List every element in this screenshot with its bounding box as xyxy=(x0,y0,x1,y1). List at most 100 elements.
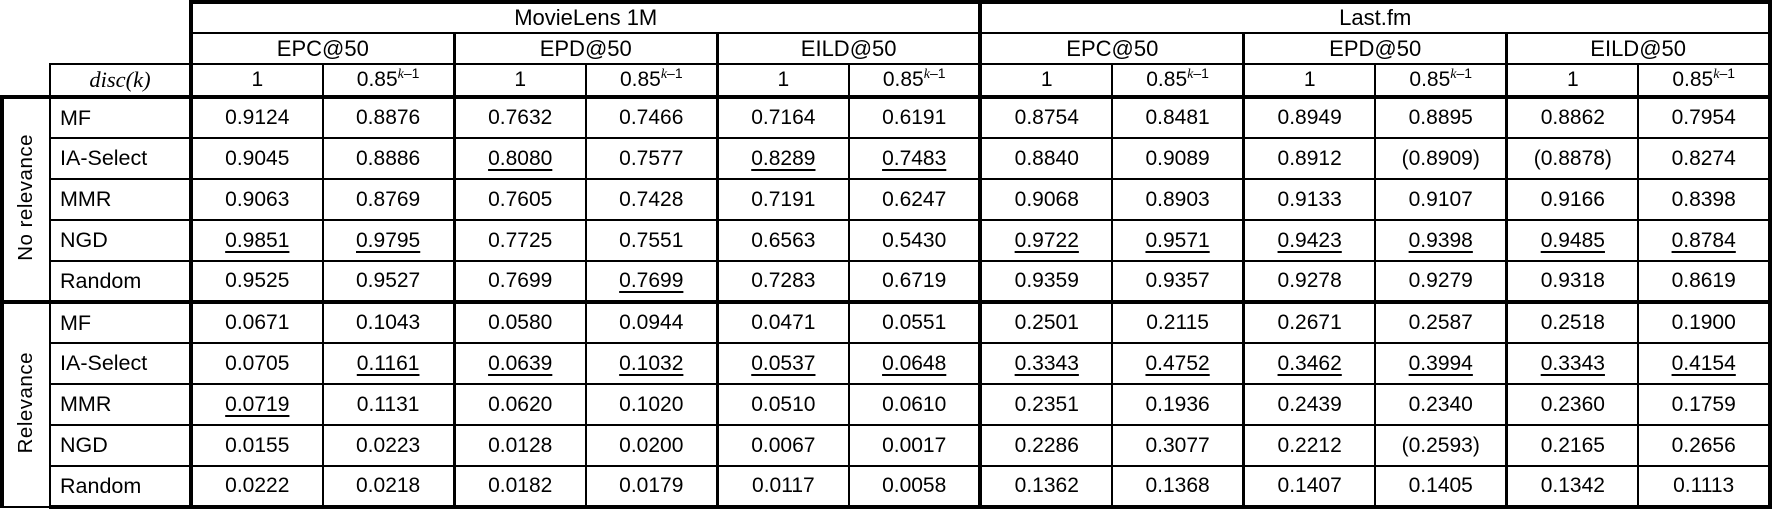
value-cell: 0.0222 xyxy=(189,465,324,509)
table-row: IA-Select 0.9045 0.8886 0.8080 0.7577 0.8289 0… xyxy=(2,137,1772,180)
value-cell: 0.8619 xyxy=(1637,260,1772,303)
value-cell: 0.0671 xyxy=(189,300,324,344)
value-cell: 0.1161 xyxy=(321,342,456,385)
value-cell: 0.0471 xyxy=(715,300,850,344)
value-cell: 0.9278 xyxy=(1242,260,1377,303)
group-label-relevance: Relevance xyxy=(0,300,51,508)
value-cell: (0.8909) xyxy=(1374,137,1508,180)
value-cell: 0.7428 xyxy=(584,178,719,221)
value-cell: 0.0218 xyxy=(321,465,456,509)
method-label: IA-Select xyxy=(49,137,192,180)
value-cell: 0.0117 xyxy=(715,465,850,509)
table-row: MMR 0.9063 0.8769 0.7605 0.7428 0.7191 0.6247 0… xyxy=(2,178,1772,221)
method-label: Random xyxy=(49,465,192,509)
value-cell: 0.1407 xyxy=(1242,465,1377,509)
value-cell: 0.1936 xyxy=(1111,383,1245,426)
value-cell: 0.9068 xyxy=(978,178,1114,221)
value-cell: 0.3462 xyxy=(1242,342,1377,385)
value-cell: 0.2518 xyxy=(1505,300,1640,344)
table-row: Random 0.0222 0.0218 0.0182 0.0179 0.0117 0.00… xyxy=(2,465,1772,509)
value-cell: 0.9359 xyxy=(978,260,1114,303)
value-cell: 0.4752 xyxy=(1111,342,1245,385)
value-cell: 0.8398 xyxy=(1637,178,1772,221)
value-cell: 0.9045 xyxy=(189,137,324,180)
disc-k-label: disc(k) xyxy=(49,63,192,98)
value-cell: 0.8769 xyxy=(321,178,456,221)
table-row: No relevance MF 0.9124 0.8876 0.7632 0.7466 0.… xyxy=(0,95,1772,303)
table-row: NGD 0.0155 0.0223 0.0128 0.0200 0.0067 0.0017 0… xyxy=(2,424,1772,467)
value-cell: 0.8840 xyxy=(978,137,1114,180)
value-cell: 0.7605 xyxy=(452,178,587,221)
value-cell: 0.0705 xyxy=(189,342,324,385)
value-cell: 0.7191 xyxy=(715,178,850,221)
group-label-no-relevance: No relevance xyxy=(0,95,51,303)
value-cell: 0.7283 xyxy=(715,260,850,303)
table-row: MMR 0.0719 0.1131 0.0620 0.1020 0.0510 0.0610 0… xyxy=(2,383,1772,426)
value-cell: 0.7551 xyxy=(584,219,719,262)
value-cell: 0.9795 xyxy=(321,219,456,262)
value-cell: 0.2115 xyxy=(1111,300,1245,344)
value-cell: 0.0128 xyxy=(452,424,587,467)
method-label: NGD xyxy=(49,219,192,262)
value-cell: 0.0179 xyxy=(584,465,719,509)
disc-value-decay: 0.85k–1 xyxy=(847,63,982,98)
method-label: NGD xyxy=(49,424,192,467)
disc-value-one: 1 xyxy=(715,63,850,98)
value-cell: 0.0610 xyxy=(847,383,982,426)
disc-header-row: disc(k) 1 0.85k–1 1 0.85k–1 1 0.85k–1 1 0.85k–1… xyxy=(2,63,1772,98)
method-label: IA-Select xyxy=(49,342,192,385)
value-cell: 0.2351 xyxy=(978,383,1114,426)
value-cell: 0.9107 xyxy=(1374,178,1508,221)
value-cell: 0.6191 xyxy=(847,95,982,139)
value-cell: 0.0580 xyxy=(452,300,587,344)
disc-value-one: 1 xyxy=(452,63,587,98)
value-cell: 0.0200 xyxy=(584,424,719,467)
value-cell: 0.3994 xyxy=(1374,342,1508,385)
value-cell: 0.1759 xyxy=(1637,383,1772,426)
value-cell: 0.8080 xyxy=(452,137,587,180)
value-cell: 0.6247 xyxy=(847,178,982,221)
value-cell: 0.7466 xyxy=(584,95,719,139)
value-cell: 0.9527 xyxy=(321,260,456,303)
disc-value-one: 1 xyxy=(189,63,324,98)
value-cell: 0.1405 xyxy=(1374,465,1508,509)
value-cell: 0.6719 xyxy=(847,260,982,303)
value-cell: 0.0017 xyxy=(847,424,982,467)
value-cell: 0.0155 xyxy=(189,424,324,467)
value-cell: 0.0510 xyxy=(715,383,850,426)
metric-header-epc-ml: EPC@50 xyxy=(188,32,456,65)
value-cell: 0.2501 xyxy=(978,300,1114,344)
value-cell: 0.7483 xyxy=(847,137,982,180)
value-cell: 0.9525 xyxy=(189,260,324,303)
method-label: MF xyxy=(49,300,192,344)
value-cell: 0.1362 xyxy=(978,465,1114,509)
value-cell: 0.3343 xyxy=(978,342,1114,385)
value-cell: 0.0551 xyxy=(847,300,982,344)
method-label: MF xyxy=(49,95,192,139)
table-row: Relevance MF 0.0671 0.1043 0.0580 0.0944 0.047… xyxy=(0,300,1772,508)
value-cell: 0.2439 xyxy=(1242,383,1377,426)
value-cell: 0.5430 xyxy=(847,219,982,262)
value-cell: 0.0639 xyxy=(452,342,587,385)
value-cell: 0.2671 xyxy=(1242,300,1377,344)
table-row: NGD 0.9851 0.9795 0.7725 0.7551 0.6563 0.5430 0… xyxy=(2,219,1772,262)
value-cell: 0.9571 xyxy=(1111,219,1245,262)
disc-value-decay: 0.85k–1 xyxy=(584,63,719,98)
value-cell: 0.2587 xyxy=(1374,300,1508,344)
value-cell: 0.1900 xyxy=(1637,300,1772,344)
value-cell: 0.9722 xyxy=(978,219,1114,262)
dataset-header-row: MovieLens 1M Last.fm xyxy=(2,0,1772,34)
value-cell: 0.7577 xyxy=(584,137,719,180)
value-cell: 0.0067 xyxy=(715,424,850,467)
value-cell: 0.9089 xyxy=(1111,137,1245,180)
value-cell: 0.0182 xyxy=(452,465,587,509)
value-cell: 0.8912 xyxy=(1242,137,1377,180)
value-cell: 0.0223 xyxy=(321,424,456,467)
corner-spacer xyxy=(2,2,191,33)
value-cell: 0.7954 xyxy=(1637,95,1772,139)
disc-value-one: 1 xyxy=(978,63,1114,98)
disc-value-one: 1 xyxy=(1505,63,1640,98)
value-cell: 0.8886 xyxy=(321,137,456,180)
value-cell: 0.2165 xyxy=(1505,424,1640,467)
corner-spacer xyxy=(2,33,191,64)
